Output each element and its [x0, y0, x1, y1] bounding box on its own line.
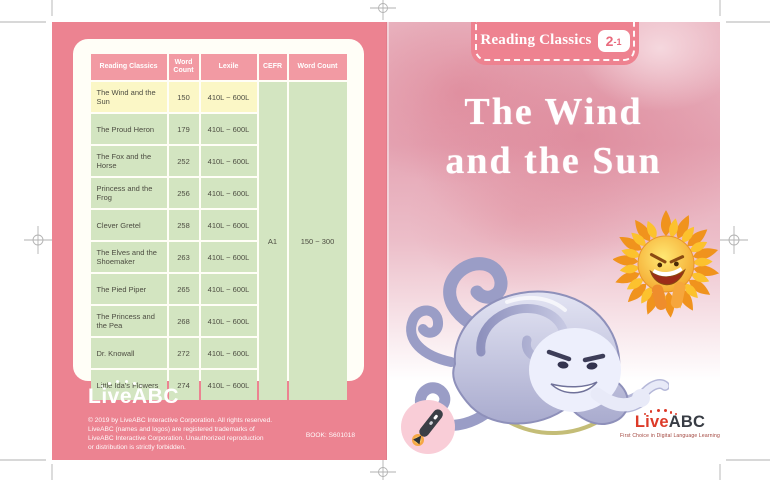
book-title: The Wind and the Sun	[387, 88, 720, 185]
registration-mark-icon	[370, 0, 396, 20]
word-count-cell: 268	[168, 306, 199, 336]
lexile-cell: 410L ~ 600L	[200, 178, 257, 208]
column-header: Lexile	[200, 54, 257, 80]
lexile-cell: 410L ~ 600L	[200, 210, 257, 240]
book-title-cell: The Proud Heron	[90, 114, 167, 144]
book-title-cell: Little Ida's Flowers	[90, 370, 167, 400]
word-count-cell: 272	[168, 338, 199, 368]
book-title-cell: The Pied Piper	[90, 274, 167, 304]
series-badge: Reading Classics 2 -1	[471, 20, 639, 65]
registration-mark-icon	[370, 460, 396, 480]
table-row: Dr. Knowall 272 410L ~ 600L	[90, 338, 347, 368]
copyright-line: LiveABC Interactive Corporation. Unautho…	[88, 435, 264, 443]
book-title-line1: The Wind	[464, 91, 643, 133]
word-count-cell: 274	[168, 370, 199, 400]
sun-arm-icon	[670, 281, 686, 309]
book-title-cell: Princess and the Frog	[90, 178, 167, 208]
logo-dots-icon	[101, 380, 143, 388]
series-badge-label: Reading Classics	[480, 32, 592, 48]
pen-icon	[412, 409, 443, 446]
word-count-cell: 179	[168, 114, 199, 144]
level-sub-number: -1	[613, 36, 622, 47]
lexile-cell: 410L ~ 600L	[200, 242, 257, 272]
lexile-cell: 410L ~ 600L	[200, 338, 257, 368]
word-count-cell: 256	[168, 178, 199, 208]
logo-dots-icon	[643, 409, 678, 416]
logo-tagline: First Choice in Digital Language Learnin…	[620, 433, 720, 439]
logo-wordmark: LiveABC	[635, 409, 705, 431]
table-row: Little Ida's Flowers 274 410L ~ 600L	[90, 370, 347, 400]
word-count-cell: 258	[168, 210, 199, 240]
registration-mark-icon	[24, 226, 52, 254]
book-title-line2: and the Sun	[445, 139, 662, 182]
book-title-cell: The Princess and the Pea	[90, 306, 167, 336]
book-title-cell: The Wind and the Sun	[90, 82, 167, 112]
lexile-cell: 410L ~ 600L	[200, 370, 257, 400]
word-count-range-merged-cell: 150 ~ 300	[288, 82, 347, 400]
book-title-cell: Clever Gretel	[90, 210, 167, 240]
word-count-cell: 263	[168, 242, 199, 272]
levels-table-card: Reading Classics Word Count Lexile CEFR Word…	[73, 39, 364, 400]
liveabc-logo-back: LiveABC	[88, 380, 180, 408]
word-count-cell: 150	[168, 82, 199, 112]
logo-wordmark: LiveABC	[88, 385, 180, 408]
wind-character-illustration	[406, 257, 669, 436]
cefr-merged-cell: A1	[258, 82, 287, 400]
book-title-cell: Dr. Knowall	[90, 338, 167, 368]
copyright-line: © 2019 by LiveABC Interactive Corporatio…	[88, 417, 273, 424]
column-header: CEFR	[258, 54, 287, 80]
sun-arm-icon	[651, 284, 667, 310]
classics-table-body: The Wind and the Sun 150 410L ~ 600L A1 150 …	[90, 82, 347, 400]
copyright-text: © 2019 by LiveABC Interactive Corporatio…	[88, 416, 288, 452]
column-header: Word Count	[168, 54, 199, 80]
registration-mark-icon	[720, 226, 748, 254]
table-row: The Elves and the Shoemaker 263 410L ~ 600…	[90, 242, 347, 272]
lexile-cell: 410L ~ 600L	[200, 274, 257, 304]
lexile-cell: 410L ~ 600L	[200, 82, 257, 112]
reading-classics-table: Reading Classics Word Count Lexile CEFR Word…	[89, 52, 349, 402]
column-header: Word Count	[288, 54, 347, 80]
front-cover-page: Reading Classics 2 -1 The Wind and the S…	[387, 20, 720, 460]
book-title-cell: The Fox and the Horse	[90, 146, 167, 176]
wind-face-features	[546, 349, 606, 394]
level-number: 2	[605, 32, 614, 49]
copyright-line: or distribution is strictly forbidden.	[88, 444, 186, 452]
table-row: Princess and the Frog 256 410L ~ 600L	[90, 178, 347, 208]
word-count-cell: 252	[168, 146, 199, 176]
talking-pen-badge	[401, 400, 455, 454]
series-badge-dashed-border: Reading Classics 2 -1	[475, 20, 635, 61]
table-header-row: Reading Classics Word Count Lexile CEFR Word…	[90, 54, 347, 80]
column-header: Reading Classics	[90, 54, 167, 80]
level-badge: 2 -1	[597, 29, 630, 52]
word-count-cell: 265	[168, 274, 199, 304]
lexile-cell: 410L ~ 600L	[200, 146, 257, 176]
table-row: The Proud Heron 179 410L ~ 600L	[90, 114, 347, 144]
table-row: Clever Gretel 258 410L ~ 600L	[90, 210, 347, 240]
sun-face-features	[649, 253, 686, 286]
book-title-cell: The Elves and the Shoemaker	[90, 242, 167, 272]
liveabc-logo-front: LiveABC First Choice in Digital Language…	[615, 409, 725, 439]
table-row: The Pied Piper 265 410L ~ 600L	[90, 274, 347, 304]
back-cover-page: Reading Classics Word Count Lexile CEFR Word…	[52, 22, 387, 460]
book-code: BOOK: S601018	[305, 432, 355, 439]
sun-character-illustration	[613, 210, 719, 318]
table-row: The Princess and the Pea 268 410L ~ 600L	[90, 306, 347, 336]
copyright-line: LiveABC (names and logos) are registered…	[88, 426, 255, 434]
table-row: The Fox and the Horse 252 410L ~ 600L	[90, 146, 347, 176]
table-row: The Wind and the Sun 150 410L ~ 600L A1 150 …	[90, 82, 347, 400]
lexile-cell: 410L ~ 600L	[200, 306, 257, 336]
lexile-cell: 410L ~ 600L	[200, 114, 257, 144]
